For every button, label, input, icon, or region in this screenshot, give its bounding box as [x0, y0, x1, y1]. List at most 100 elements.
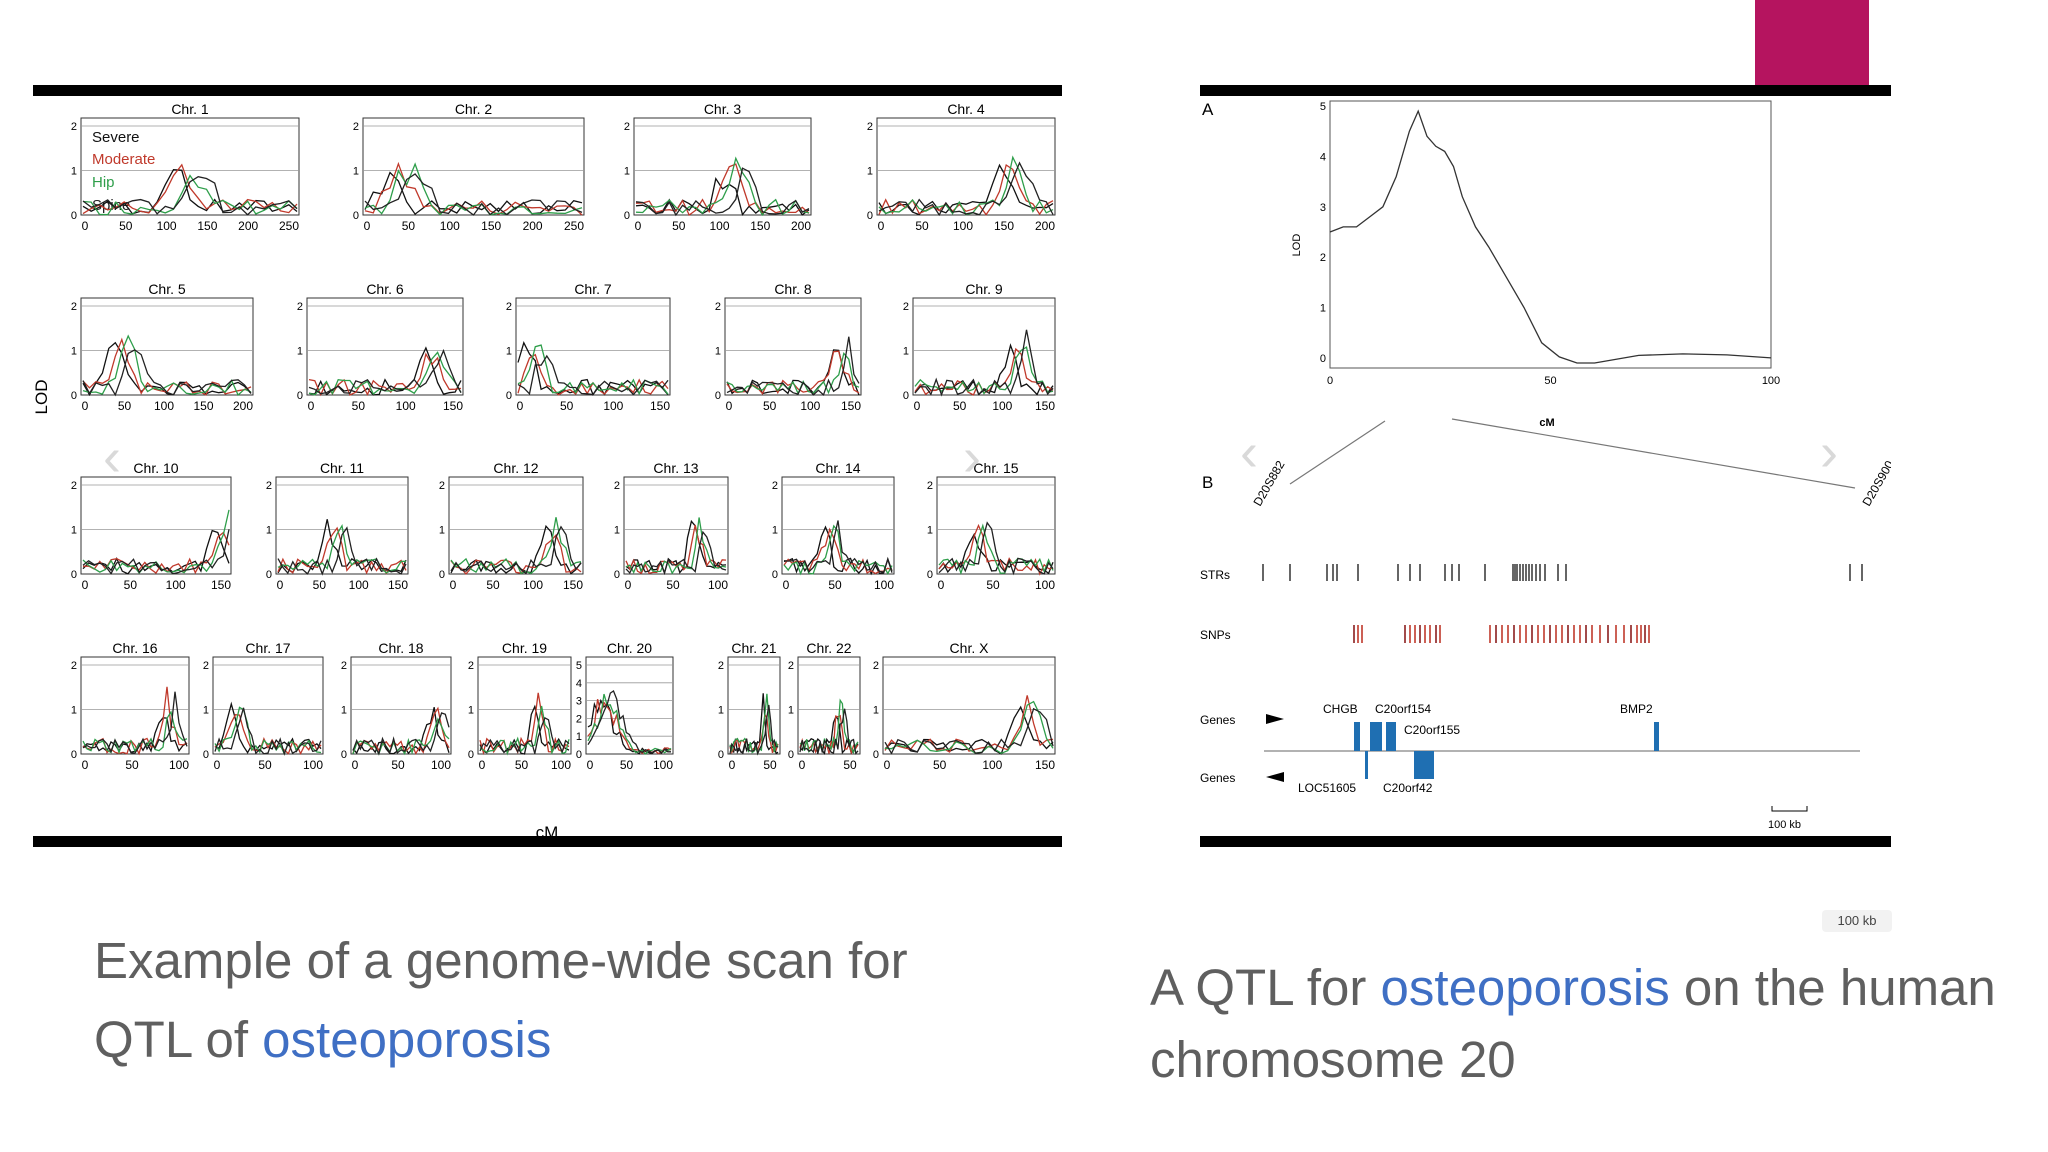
lod-series-line — [783, 520, 893, 573]
x-tick-label: 200 — [238, 219, 258, 233]
y-tick-label: 0 — [715, 390, 721, 402]
lod-series-line — [587, 698, 672, 755]
x-tick-label: 200 — [233, 399, 253, 413]
x-tick-label: 150 — [563, 578, 583, 592]
chr20-y-tick: 2 — [1320, 252, 1326, 264]
accent-block — [1755, 0, 1869, 85]
x-tick-label: 100 — [992, 399, 1012, 413]
left-caption: Example of a genome-wide scan for QTL of… — [94, 921, 974, 1079]
y-tick-label: 1 — [71, 166, 77, 178]
track-snps-label: SNPs — [1200, 628, 1231, 642]
panel-frame — [781, 476, 895, 575]
lod-series-line — [914, 329, 1054, 397]
x-tick-label: 250 — [279, 219, 299, 233]
chr20-y-tick: 4 — [1320, 151, 1326, 163]
chromosome-panel: Chr. 15 0 1 2 0 50 100 — [927, 460, 1056, 592]
x-tick-label: 100 — [303, 758, 323, 772]
lod-series-line — [517, 344, 669, 396]
y-tick-label: 0 — [71, 210, 77, 222]
x-tick-label: 100 — [1035, 578, 1055, 592]
cm-axis-label: cM — [536, 823, 559, 837]
lod-series-line — [82, 174, 298, 216]
panel-frame — [727, 656, 781, 755]
y-tick-label: 0 — [468, 749, 474, 761]
x-tick-label: 50 — [258, 758, 272, 772]
lod-series-line — [277, 526, 407, 575]
chr20-x-tick: 50 — [1544, 375, 1556, 387]
track-strs-label: STRs — [1200, 568, 1230, 582]
x-tick-label: 0 — [308, 399, 315, 413]
x-tick-label: 150 — [211, 578, 231, 592]
x-tick-label: 50 — [953, 399, 967, 413]
x-tick-label: 50 — [986, 578, 1000, 592]
x-tick-label: 100 — [874, 578, 894, 592]
y-tick-label: 1 — [506, 346, 512, 358]
y-tick-label: 2 — [266, 480, 272, 492]
legend-hip: Hip — [92, 174, 115, 191]
lod-series-line — [277, 523, 407, 574]
lod-series-line — [82, 529, 230, 575]
strs-track — [1262, 564, 1863, 581]
chromosome-panel: Chr. 14 0 1 2 0 50 100 — [772, 460, 895, 592]
panel-title: Chr. 16 — [112, 640, 157, 656]
x-tick-label: 100 — [708, 578, 728, 592]
lod-series-line — [878, 161, 1054, 217]
x-tick-label: 0 — [625, 578, 632, 592]
x-tick-label: 150 — [443, 399, 463, 413]
x-tick-label: 250 — [564, 219, 584, 233]
y-tick-label: 4 — [576, 678, 582, 690]
left-caption-link[interactable]: osteoporosis — [262, 1011, 552, 1068]
y-tick-label: 0 — [71, 569, 77, 581]
y-tick-label: 2 — [71, 301, 77, 313]
chromosome-panel: Chr. 18 0 1 2 0 50 100 — [341, 640, 452, 772]
x-tick-label: 0 — [450, 578, 457, 592]
prev-figure-arrow[interactable]: ‹ — [1240, 422, 1258, 482]
x-tick-label: 0 — [82, 758, 89, 772]
y-tick-label: 2 — [506, 301, 512, 313]
panel-title: Chr. 1 — [171, 101, 209, 117]
y-tick-label: 0 — [297, 390, 303, 402]
panel-frame — [797, 656, 861, 755]
x-tick-label: 150 — [750, 219, 770, 233]
panel-title: Chr. 2 — [455, 101, 493, 117]
chromosome-panel: Chr. 5 0 1 2 0 50 100 150 200 — [71, 281, 254, 413]
x-tick-label: 0 — [277, 578, 284, 592]
chromosome-panel: Chr. 1 0 1 2 0 50 100 150 200 250 — [71, 101, 300, 233]
y-tick-label: 2 — [927, 480, 933, 492]
x-tick-label: 150 — [481, 219, 501, 233]
y-tick-label: 0 — [903, 390, 909, 402]
x-tick-label: 100 — [982, 758, 1002, 772]
right-caption-link[interactable]: osteoporosis — [1380, 959, 1670, 1016]
lod-axis-label: LOD — [33, 380, 51, 415]
x-tick-label: 0 — [587, 758, 594, 772]
x-tick-label: 0 — [938, 578, 945, 592]
chromosome-panel: Chr. 8 0 1 2 0 50 100 150 — [715, 281, 862, 413]
panel-frame — [912, 297, 1056, 396]
y-tick-label: 1 — [772, 525, 778, 537]
panel-frame — [477, 656, 572, 755]
x-tick-label: 100 — [157, 219, 177, 233]
lod-series-line — [783, 524, 893, 576]
y-tick-label: 0 — [71, 390, 77, 402]
x-tick-label: 150 — [1035, 758, 1055, 772]
next-slide-arrow[interactable]: › — [963, 427, 981, 487]
gene-c20orf154-label: C20orf154 — [1375, 702, 1431, 716]
y-tick-label: 2 — [297, 301, 303, 313]
y-tick-label: 0 — [439, 569, 445, 581]
chr20-x-tick: 0 — [1327, 375, 1333, 387]
x-tick-label: 50 — [843, 758, 857, 772]
x-tick-label: 0 — [517, 399, 524, 413]
prev-slide-arrow[interactable]: ‹ — [103, 427, 121, 487]
x-tick-label: 50 — [560, 399, 574, 413]
y-tick-label: 2 — [576, 713, 582, 725]
x-tick-label: 150 — [1035, 399, 1055, 413]
panel-frame — [724, 297, 862, 396]
x-tick-label: 0 — [82, 578, 89, 592]
lod-series-line — [82, 691, 188, 754]
y-tick-label: 0 — [718, 749, 724, 761]
panel-title: Chr. 11 — [320, 460, 364, 476]
lod-series-line — [625, 530, 727, 576]
lod-series-line — [82, 176, 298, 216]
next-figure-arrow[interactable]: › — [1820, 422, 1838, 482]
y-tick-label: 2 — [71, 480, 77, 492]
